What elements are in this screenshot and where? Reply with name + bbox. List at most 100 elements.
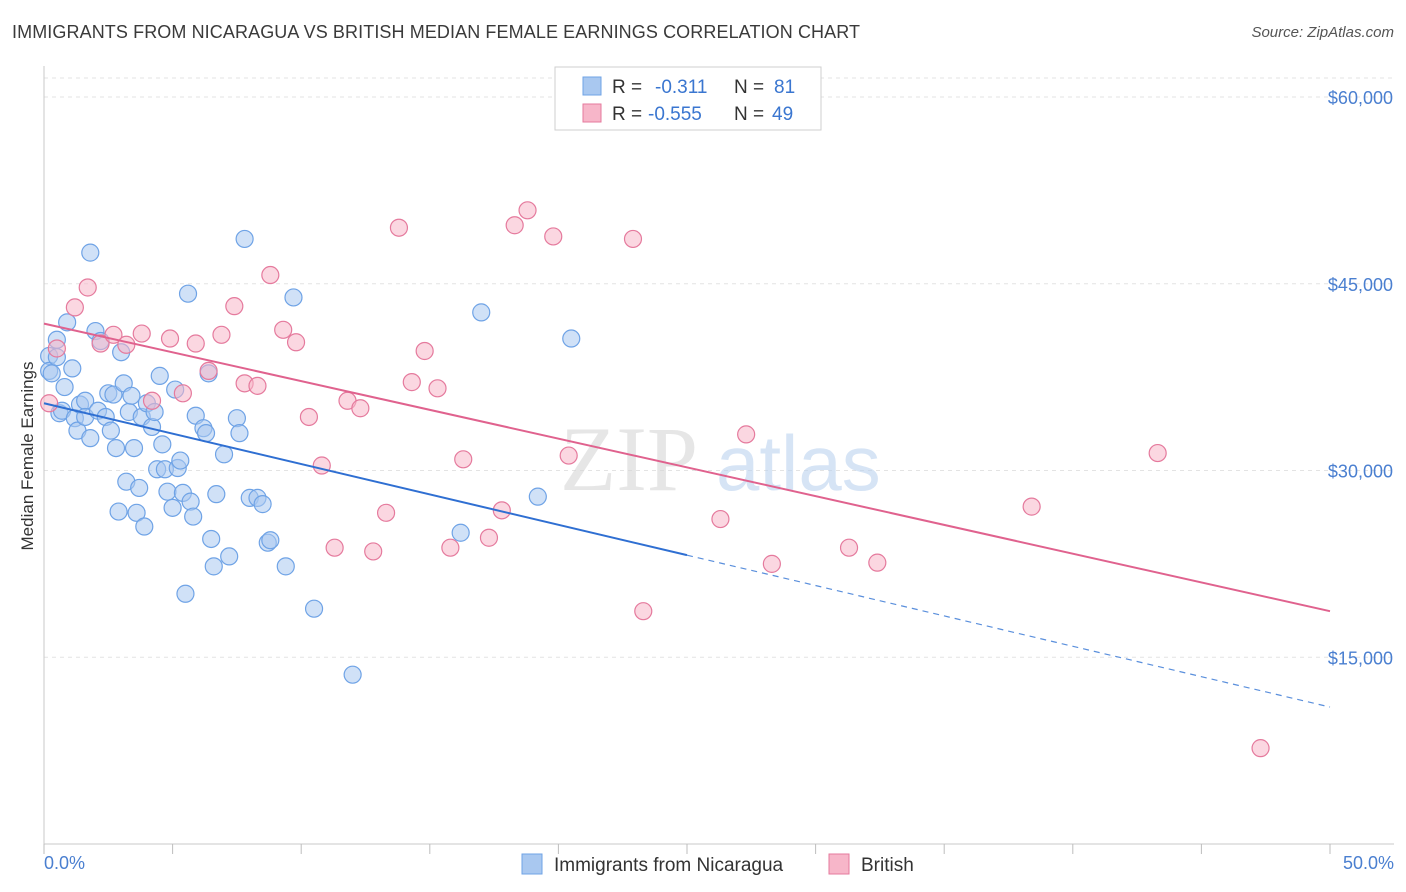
data-point [415, 341, 434, 361]
data-point [58, 313, 77, 332]
data-point [214, 445, 234, 464]
data-point [441, 538, 460, 557]
data-point [1251, 739, 1270, 758]
bottom-legend-label-nicaragua: Immigrants from Nicaragua [554, 855, 784, 876]
data-point [127, 503, 146, 522]
data-point [1148, 443, 1167, 463]
data-point [428, 379, 447, 398]
watermark: ZIP atlas [560, 408, 881, 510]
data-point [153, 435, 172, 454]
data-point [202, 529, 221, 549]
data-point [454, 450, 473, 469]
data-point [40, 394, 59, 413]
data-point [253, 495, 272, 514]
grid-lines [44, 77, 1394, 658]
data-point [212, 325, 231, 344]
y-tick-label: $60,000 [1328, 88, 1393, 108]
x-ticks [43, 844, 1331, 854]
data-point [451, 523, 470, 542]
legend-n-label-1: N = [734, 77, 764, 98]
data-point [284, 288, 303, 307]
data-point [528, 487, 547, 506]
series-immigrants-from-nicaragua [40, 229, 581, 684]
data-point [220, 547, 239, 566]
data-point [402, 373, 421, 392]
legend-swatch-nicaragua [582, 76, 602, 96]
data-point [276, 557, 295, 576]
data-point [364, 542, 383, 561]
data-point [163, 498, 182, 517]
data-point [91, 334, 110, 353]
data-point [55, 377, 74, 397]
data-point [562, 329, 581, 348]
trend-line-british [43, 322, 1331, 613]
data-point [101, 421, 120, 440]
legend-n-label-2: N = [734, 104, 764, 125]
data-point [204, 557, 223, 576]
data-point [230, 424, 249, 443]
chart-title: IMMIGRANTS FROM NICARAGUA VS BRITISH MED… [12, 22, 861, 42]
data-point [184, 507, 203, 526]
data-point [160, 329, 180, 348]
data-point [122, 386, 141, 405]
trend-line-nicaragua-extension [686, 554, 1331, 708]
data-point [518, 201, 537, 220]
x-tick-label: 0.0% [44, 853, 85, 873]
data-point [737, 425, 756, 444]
data-point [286, 333, 306, 352]
trend-line-nicaragua [43, 402, 688, 557]
data-point [106, 438, 126, 458]
data-point [124, 438, 144, 458]
data-point [207, 485, 226, 504]
data-point [199, 361, 218, 380]
watermark-zip: ZIP [560, 408, 698, 510]
data-point [186, 334, 205, 353]
series-british [40, 201, 1270, 758]
legend-n-value-1: 81 [774, 77, 795, 98]
data-point [1022, 497, 1041, 516]
data-point [472, 303, 491, 322]
data-point [171, 451, 190, 470]
data-point [304, 599, 324, 618]
y-tick-label: $30,000 [1328, 462, 1393, 482]
data-point [132, 324, 151, 343]
data-point [261, 265, 280, 285]
data-point [109, 502, 128, 521]
data-point [181, 492, 200, 511]
data-point [176, 584, 195, 603]
data-point [81, 429, 100, 448]
y-tick-labels: $15,000 $30,000 $45,000 $60,000 [1328, 88, 1393, 668]
data-point [81, 243, 100, 262]
data-point [299, 407, 319, 427]
data-point [505, 216, 524, 235]
bottom-legend-swatch-nicaragua [521, 853, 543, 875]
data-point [47, 339, 66, 358]
data-point [63, 359, 82, 378]
source-label: Source: ZipAtlas.com [1251, 24, 1394, 41]
axes [43, 66, 1394, 845]
data-point [135, 517, 154, 536]
data-point [158, 482, 177, 501]
bottom-legend-swatch-british [828, 853, 850, 875]
data-point [42, 364, 61, 383]
data-point [868, 553, 887, 572]
data-point [248, 376, 267, 395]
legend-swatch-british [582, 103, 602, 123]
x-tick-label: 50.0% [1343, 853, 1394, 873]
data-point [173, 384, 192, 403]
trend-lines [43, 322, 1331, 708]
data-point [634, 602, 653, 621]
data-point [711, 509, 730, 529]
data-point [117, 335, 136, 354]
legend-r-label-1: R = [612, 77, 642, 98]
data-point [479, 528, 499, 547]
data-point [376, 503, 396, 522]
data-point [312, 456, 331, 475]
data-point [227, 409, 246, 428]
data-point [762, 554, 781, 573]
data-point [623, 229, 643, 249]
data-point [104, 385, 123, 404]
data-point [78, 278, 97, 297]
data-point [142, 391, 162, 410]
data-point [343, 665, 362, 684]
